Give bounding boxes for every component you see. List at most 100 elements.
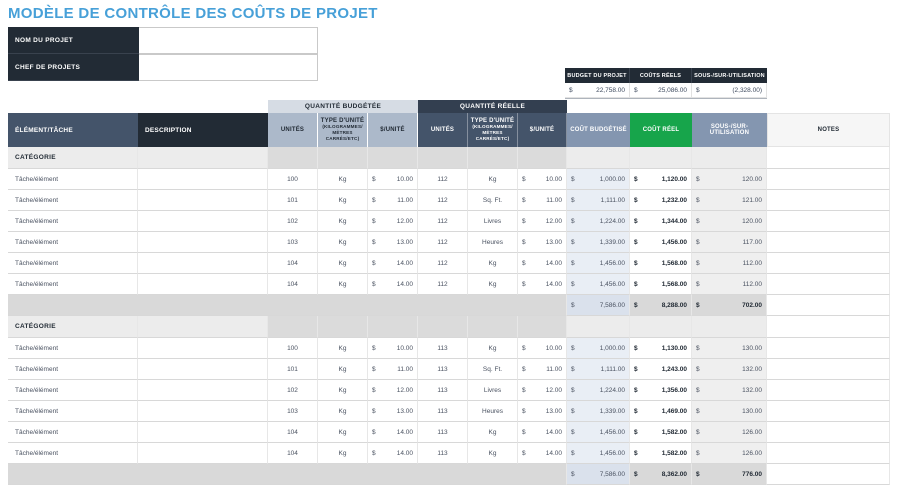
cell-description[interactable] [138,274,268,295]
category-cell[interactable] [138,316,268,338]
cell-a_type[interactable]: Kg [468,253,518,274]
category-cell[interactable] [318,147,368,169]
cell-variance[interactable]: $112.00 [692,274,767,295]
cell-notes[interactable] [767,169,890,190]
cell-a_rate[interactable]: $11.00 [518,359,567,380]
cell-budget[interactable]: $1,456.00 [567,422,630,443]
cell-description[interactable] [138,443,268,464]
cell-b_units[interactable]: 103 [268,401,318,422]
cell-b_type[interactable]: Kg [318,359,368,380]
summary-budget-value[interactable]: $22,758.00 [565,83,630,98]
cell-notes[interactable] [767,359,890,380]
cell-b_type[interactable]: Kg [318,274,368,295]
cell-notes[interactable] [767,401,890,422]
cell-element[interactable]: Tâche/élément [8,190,138,211]
cell-notes[interactable] [767,253,890,274]
project-name-input[interactable] [139,27,318,54]
cell-b_type[interactable]: Kg [318,190,368,211]
cell-actual[interactable]: $1,356.00 [630,380,692,401]
category-cell[interactable] [767,316,890,338]
cell-b_type[interactable]: Kg [318,422,368,443]
cell-budget[interactable]: $1,456.00 [567,274,630,295]
cell-description[interactable] [138,401,268,422]
cell-a_rate[interactable]: $11.00 [518,190,567,211]
category-cell[interactable] [767,147,890,169]
category-cell[interactable] [418,147,468,169]
category-label-cell[interactable]: CATÉGORIE [8,316,138,338]
cell-element[interactable]: Tâche/élément [8,422,138,443]
cell-a_type[interactable]: Kg [468,443,518,464]
cell-actual[interactable]: $1,130.00 [630,338,692,359]
cell-b_type[interactable]: Kg [318,232,368,253]
cell-variance[interactable]: $126.00 [692,443,767,464]
cell-element[interactable]: Tâche/élément [8,169,138,190]
cell-a_rate[interactable]: $14.00 [518,443,567,464]
subtotal-actual-cell[interactable]: $8,288.00 [630,295,692,316]
cell-a_type[interactable]: Kg [468,338,518,359]
cell-a_type[interactable]: Sq. Ft. [468,359,518,380]
cell-description[interactable] [138,190,268,211]
category-cell[interactable] [567,147,630,169]
cell-a_units[interactable]: 112 [418,190,468,211]
cell-b_type[interactable]: Kg [318,443,368,464]
category-cell[interactable] [518,316,567,338]
cell-budget[interactable]: $1,111.00 [567,359,630,380]
category-cell[interactable] [318,316,368,338]
cell-a_rate[interactable]: $14.00 [518,274,567,295]
cell-element[interactable]: Tâche/élément [8,338,138,359]
category-cell[interactable] [630,147,692,169]
cell-variance[interactable]: $130.00 [692,401,767,422]
cell-b_units[interactable]: 104 [268,253,318,274]
cell-a_rate[interactable]: $14.00 [518,253,567,274]
cell-a_units[interactable]: 113 [418,422,468,443]
cell-description[interactable] [138,338,268,359]
cell-element[interactable]: Tâche/élément [8,211,138,232]
cell-element[interactable]: Tâche/élément [8,274,138,295]
cell-element[interactable]: Tâche/élément [8,443,138,464]
cell-actual[interactable]: $1,120.00 [630,169,692,190]
cell-notes[interactable] [767,422,890,443]
cell-notes[interactable] [767,338,890,359]
subtotal-actual-cell[interactable]: $8,362.00 [630,464,692,485]
cell-b_units[interactable]: 103 [268,232,318,253]
cell-element[interactable]: Tâche/élément [8,380,138,401]
cell-b_rate[interactable]: $10.00 [368,169,418,190]
cell-variance[interactable]: $132.00 [692,380,767,401]
cell-b_units[interactable]: 104 [268,443,318,464]
cell-budget[interactable]: $1,456.00 [567,443,630,464]
cell-variance[interactable]: $112.00 [692,253,767,274]
cell-actual[interactable]: $1,582.00 [630,422,692,443]
cell-element[interactable]: Tâche/élément [8,253,138,274]
cell-a_units[interactable]: 113 [418,380,468,401]
subtotal-budget-cell[interactable]: $7,586.00 [567,464,630,485]
cell-b_units[interactable]: 100 [268,338,318,359]
subtotal-variance-cell[interactable]: $776.00 [692,464,767,485]
cell-variance[interactable]: $121.00 [692,190,767,211]
cell-budget[interactable]: $1,000.00 [567,169,630,190]
cell-element[interactable]: Tâche/élément [8,232,138,253]
category-cell[interactable] [368,316,418,338]
cell-a_type[interactable]: Heures [468,232,518,253]
cell-budget[interactable]: $1,224.00 [567,380,630,401]
cell-b_type[interactable]: Kg [318,401,368,422]
cell-b_units[interactable]: 101 [268,359,318,380]
cell-element[interactable]: Tâche/élément [8,359,138,380]
cell-variance[interactable]: $120.00 [692,211,767,232]
cell-a_units[interactable]: 113 [418,359,468,380]
category-cell[interactable] [692,147,767,169]
cell-a_units[interactable]: 112 [418,232,468,253]
cell-variance[interactable]: $120.00 [692,169,767,190]
cell-a_type[interactable]: Kg [468,169,518,190]
category-cell[interactable] [138,147,268,169]
subtotal-variance-cell[interactable]: $702.00 [692,295,767,316]
cell-description[interactable] [138,380,268,401]
cell-actual[interactable]: $1,582.00 [630,443,692,464]
summary-actual-value[interactable]: $25,086.00 [630,83,692,98]
subtotal-budget-cell[interactable]: $7,586.00 [567,295,630,316]
cell-b_type[interactable]: Kg [318,253,368,274]
cell-budget[interactable]: $1,339.00 [567,232,630,253]
cell-a_type[interactable]: Livres [468,211,518,232]
cell-b_type[interactable]: Kg [318,169,368,190]
cell-notes[interactable] [767,211,890,232]
category-label-cell[interactable]: CATÉGORIE [8,147,138,169]
